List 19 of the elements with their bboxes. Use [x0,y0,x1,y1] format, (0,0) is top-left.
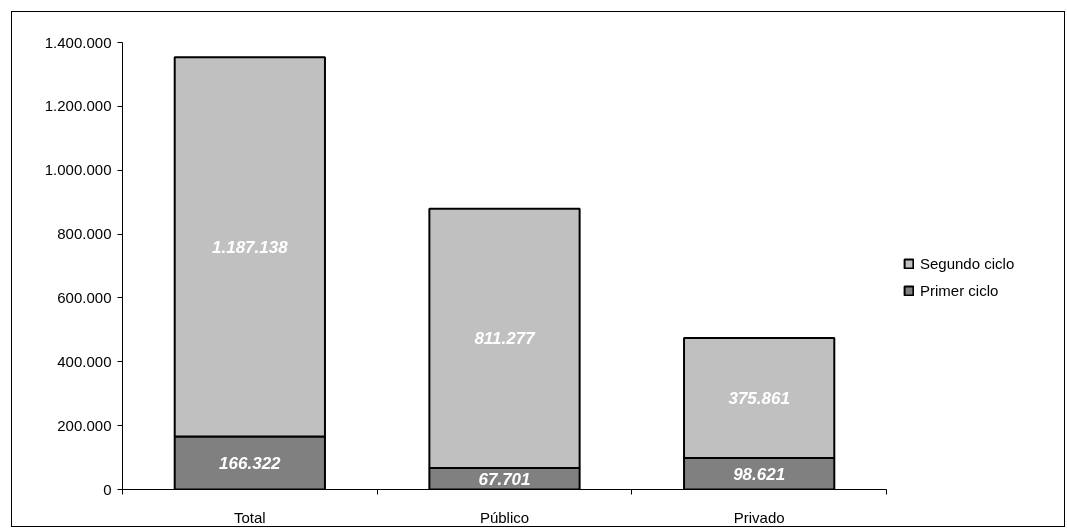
legend-label: Primer ciclo [920,281,999,299]
data-label: 166.322 [219,453,282,473]
y-tick-label: 0 [103,480,112,498]
y-tick-label: 1.400.000 [44,33,112,51]
legend-label: Segundo ciclo [920,254,1015,272]
data-label: 67.701 [478,469,531,489]
data-label: 98.621 [733,464,786,484]
data-label: 811.277 [474,329,537,349]
x-tick-label: Privado [733,508,785,526]
y-tick-label: 400.000 [57,352,112,370]
x-tick-label: Público [479,508,530,526]
y-tick-label: 600.000 [57,288,112,306]
data-label: 375.861 [728,389,790,409]
y-tick-label: 800.000 [57,225,112,243]
y-tick-label: 1.200.000 [44,97,112,115]
x-tick-label: Total [233,508,266,526]
y-tick-label: 1.000.000 [44,161,112,179]
data-label: 1.187.138 [212,237,289,257]
y-tick-label: 200.000 [57,416,112,434]
